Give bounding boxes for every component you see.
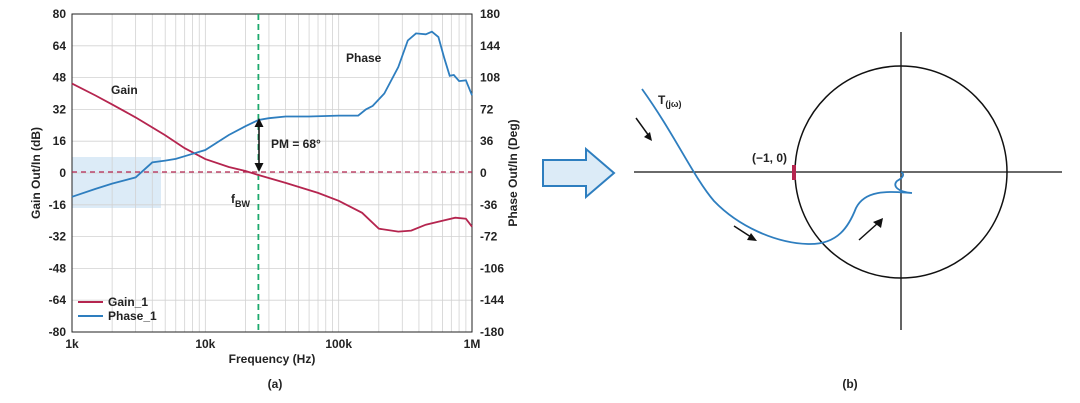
left-axis-label: Gain Out/In (dB) (29, 127, 43, 219)
grid (71, 13, 472, 333)
right-tick-label: 108 (480, 71, 500, 85)
legend-gain-label: Gain_1 (108, 295, 148, 309)
right-tick-label: -180 (480, 325, 504, 339)
series-gain-line (71, 82, 473, 233)
x-axis-ticks: 1k 10k 100k 1M (65, 337, 480, 351)
left-axis-ticks: 80 64 48 32 16 0 -16 -32 -48 -64 -80 (49, 7, 67, 339)
critical-point-label: (−1, 0) (752, 151, 787, 165)
x-tick-label: 1M (464, 337, 481, 351)
right-tick-label: -144 (480, 293, 504, 307)
pm-annotation: PM = 68° (271, 137, 321, 151)
plot-frame (71, 13, 473, 333)
left-tick-label: -80 (49, 325, 67, 339)
left-tick-label: -32 (49, 230, 67, 244)
nyquist-plot: T(jω) (−1, 0) (b) (634, 32, 1062, 391)
nyquist-curve (641, 88, 913, 245)
left-tick-label: -48 (49, 261, 67, 275)
legend: Gain_1 Phase_1 (78, 295, 157, 323)
right-tick-label: -72 (480, 230, 498, 244)
right-tick-label: -36 (480, 198, 498, 212)
right-tick-label: 144 (480, 39, 500, 53)
transition-arrow (542, 146, 616, 200)
x-axis-label: Frequency (Hz) (229, 352, 316, 366)
left-tick-label: -64 (49, 293, 67, 307)
critical-point-marker (792, 165, 796, 180)
left-tick-label: 48 (53, 71, 67, 85)
x-tick-label: 100k (325, 337, 352, 351)
legend-phase-label: Phase_1 (108, 309, 157, 323)
right-tick-label: 72 (480, 102, 494, 116)
left-tick-label: 80 (53, 7, 67, 21)
bode-plot: 80 64 48 32 16 0 -16 -32 -48 -64 -80 180 144 108 72 36… (29, 7, 520, 391)
right-tick-label: 36 (480, 134, 494, 148)
x-tick-label: 10k (195, 337, 215, 351)
direction-arrow-3 (858, 218, 883, 241)
right-tick-label: 180 (480, 7, 500, 21)
curve-label: T(jω) (658, 93, 681, 109)
left-tick-label: -16 (49, 198, 67, 212)
phase-margin-arrow (254, 118, 264, 172)
fbw-label: fBW (231, 192, 250, 209)
left-tick-label: 64 (53, 39, 67, 53)
right-tick-label: 0 (480, 166, 487, 180)
left-tick-label: 32 (53, 102, 67, 116)
right-axis-ticks: 180 144 108 72 36 0 -36 -72 -106 -144 -180 (480, 7, 504, 339)
phase-series-label: Phase (346, 51, 382, 65)
direction-arrow-2 (733, 225, 757, 241)
right-axis-label: Phase Out/In (Deg) (506, 119, 520, 226)
panel-a-label: (a) (268, 377, 283, 391)
gain-series-label: Gain (111, 83, 138, 97)
right-tick-label: -106 (480, 261, 504, 275)
left-tick-label: 0 (59, 166, 66, 180)
direction-arrow-1 (635, 117, 652, 141)
left-tick-label: 16 (53, 134, 67, 148)
panel-b-label: (b) (842, 377, 857, 391)
x-tick-label: 1k (65, 337, 79, 351)
series-phase-line (71, 30, 473, 198)
